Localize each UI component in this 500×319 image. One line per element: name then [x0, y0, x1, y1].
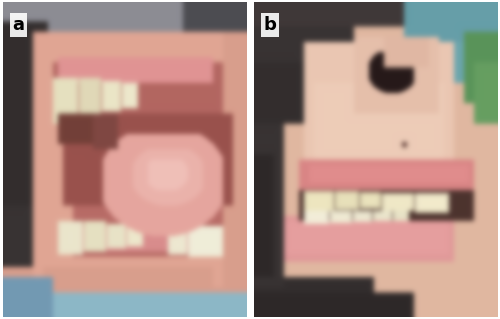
Text: b: b [264, 16, 276, 34]
Text: a: a [12, 16, 24, 34]
